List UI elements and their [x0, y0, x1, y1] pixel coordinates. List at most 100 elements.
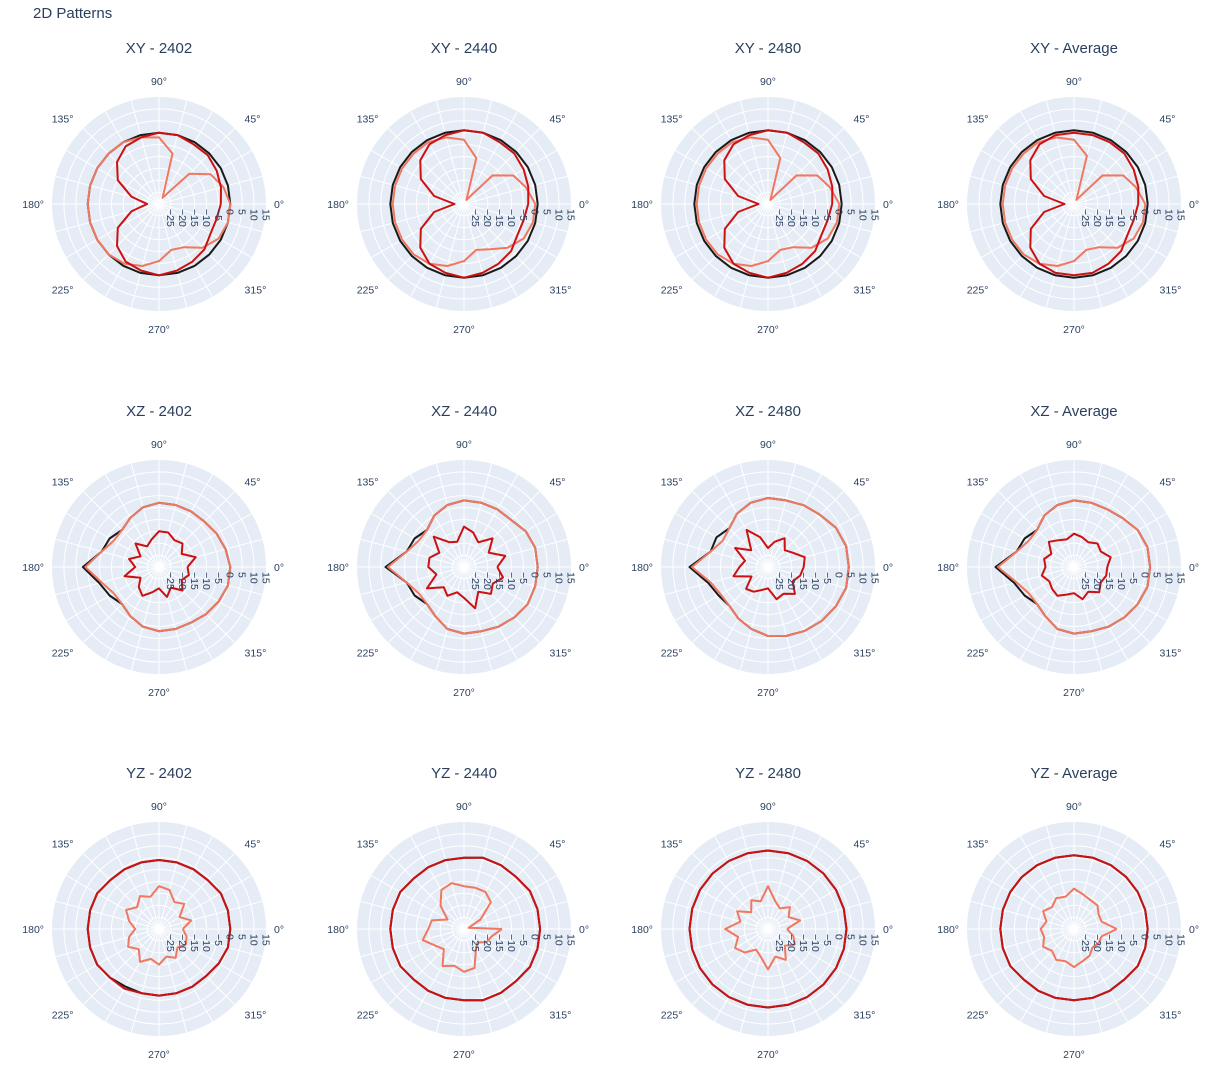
- radial-tick-label: 0: [529, 572, 541, 578]
- angular-gridline: [714, 474, 769, 568]
- angular-gridline: [435, 825, 465, 930]
- angular-gridline: [767, 875, 861, 930]
- series-trace-2: [1039, 887, 1118, 968]
- radial-tick-label: 5: [236, 572, 248, 578]
- angular-tick-label: 135°: [52, 476, 74, 488]
- polar-chart: XZ - 2402 0° 45° 90° 135° 180° 225° 270° 315° −25…: [22, 403, 284, 699]
- angular-tick-label: 0°: [883, 562, 893, 574]
- series-trace-3: [688, 849, 848, 1009]
- radial-tick-label: 5: [236, 209, 248, 215]
- radial-tick-label: −20: [481, 209, 493, 227]
- chart-title: YZ - 2480: [735, 765, 801, 782]
- radial-tick-label: 15: [868, 209, 880, 221]
- angular-tick-label: 135°: [52, 838, 74, 850]
- angular-gridline: [767, 203, 845, 281]
- angular-tick-label: 225°: [967, 1010, 989, 1022]
- chart-title: XZ - 2440: [431, 403, 497, 420]
- angular-gridline: [767, 566, 845, 644]
- series-trace-3: [1040, 532, 1112, 601]
- angular-gridline: [1073, 566, 1128, 660]
- angular-gridline: [767, 566, 797, 671]
- radial-tick-label: 15: [259, 572, 271, 584]
- angular-tick-label: 90°: [151, 801, 167, 813]
- angular-gridline: [997, 127, 1075, 205]
- angular-tick-label: 135°: [661, 476, 683, 488]
- radial-tick-label: −10: [1115, 572, 1127, 590]
- angular-gridline: [981, 928, 1075, 983]
- radial-tick-label: 0: [529, 934, 541, 940]
- angular-gridline: [767, 836, 822, 930]
- polar-chart: XZ - Average 0° 45° 90° 135° 180° 225° 270° 315°…: [937, 403, 1199, 699]
- angular-gridline: [1073, 566, 1103, 671]
- polar-chart: XY - 2440 0° 45° 90° 135° 180° 225° 270° 315° −25…: [327, 40, 589, 336]
- angular-gridline: [675, 928, 769, 983]
- angular-tick-label: 0°: [579, 924, 589, 936]
- angular-gridline: [82, 203, 160, 281]
- radial-tick-label: 0: [224, 209, 236, 215]
- angular-tick-label: 45°: [1160, 113, 1176, 125]
- radial-tick-label: −25: [773, 934, 785, 952]
- angular-gridline: [981, 150, 1075, 205]
- series-trace-3: [86, 859, 232, 997]
- angular-tick-label: 270°: [757, 687, 779, 699]
- angular-tick-label: 135°: [967, 476, 989, 488]
- angular-gridline: [130, 203, 160, 308]
- angular-gridline: [105, 928, 160, 1022]
- angular-gridline: [1073, 836, 1128, 930]
- radial-tick-label: −15: [188, 209, 200, 227]
- angular-gridline: [1045, 825, 1075, 930]
- angular-gridline: [387, 928, 465, 1006]
- polar-chart: YZ - 2402 0° 45° 90° 135° 180° 225° 270° 315° −25…: [22, 765, 284, 1061]
- radial-tick-label: −10: [1115, 934, 1127, 952]
- radial-tick-label: −20: [481, 572, 493, 590]
- chart-title: XZ - 2480: [735, 403, 801, 420]
- radial-tick-label: −20: [1091, 209, 1103, 227]
- angular-gridline: [1020, 928, 1075, 1022]
- angular-gridline: [387, 127, 465, 205]
- radial-tick-label: 15: [259, 934, 271, 946]
- radial-tick-label: −20: [1091, 934, 1103, 952]
- series-trace-2: [391, 136, 537, 267]
- radial-tick-label: −10: [809, 209, 821, 227]
- radial-tick-label: −10: [200, 209, 212, 227]
- angular-gridline: [1073, 928, 1103, 1033]
- angular-gridline: [360, 900, 465, 930]
- radial-tick-label: −5: [821, 209, 833, 221]
- chart-title: XY - 2480: [735, 40, 801, 57]
- angular-gridline: [675, 203, 769, 258]
- angular-gridline: [82, 928, 160, 1006]
- angular-gridline: [970, 900, 1075, 930]
- angular-gridline: [1073, 175, 1178, 205]
- angular-gridline: [55, 566, 160, 596]
- angular-gridline: [360, 928, 465, 958]
- angular-tick-label: 135°: [357, 476, 379, 488]
- series-trace-2: [86, 136, 232, 267]
- angular-tick-label: 225°: [357, 648, 379, 660]
- series-trace-3: [1029, 131, 1140, 277]
- angular-gridline: [463, 150, 557, 205]
- polar-chart: XY - Average 0° 45° 90° 135° 180° 225° 270° 315°…: [937, 40, 1199, 336]
- angular-gridline: [767, 928, 845, 1006]
- angular-gridline: [55, 538, 160, 568]
- angular-gridline: [1045, 928, 1075, 1033]
- angular-gridline: [463, 566, 568, 596]
- angular-gridline: [675, 566, 769, 621]
- radial-tick-label: −20: [176, 934, 188, 952]
- angular-tick-label: 90°: [1066, 76, 1082, 88]
- radial-tick-label: 5: [1151, 934, 1163, 940]
- angular-gridline: [664, 900, 769, 930]
- angular-gridline: [158, 566, 188, 671]
- angular-gridline: [1073, 566, 1167, 621]
- angular-gridline: [463, 928, 493, 1033]
- angular-gridline: [714, 203, 769, 297]
- angular-gridline: [158, 900, 263, 930]
- radial-tick-label: −10: [809, 572, 821, 590]
- angular-gridline: [1020, 566, 1075, 660]
- chart-title: YZ - 2402: [126, 765, 192, 782]
- angular-gridline: [410, 928, 465, 1022]
- angular-tick-label: 315°: [245, 285, 267, 297]
- angular-gridline: [435, 100, 465, 205]
- angular-gridline: [767, 566, 872, 596]
- angular-gridline: [463, 513, 557, 568]
- angular-gridline: [435, 203, 465, 308]
